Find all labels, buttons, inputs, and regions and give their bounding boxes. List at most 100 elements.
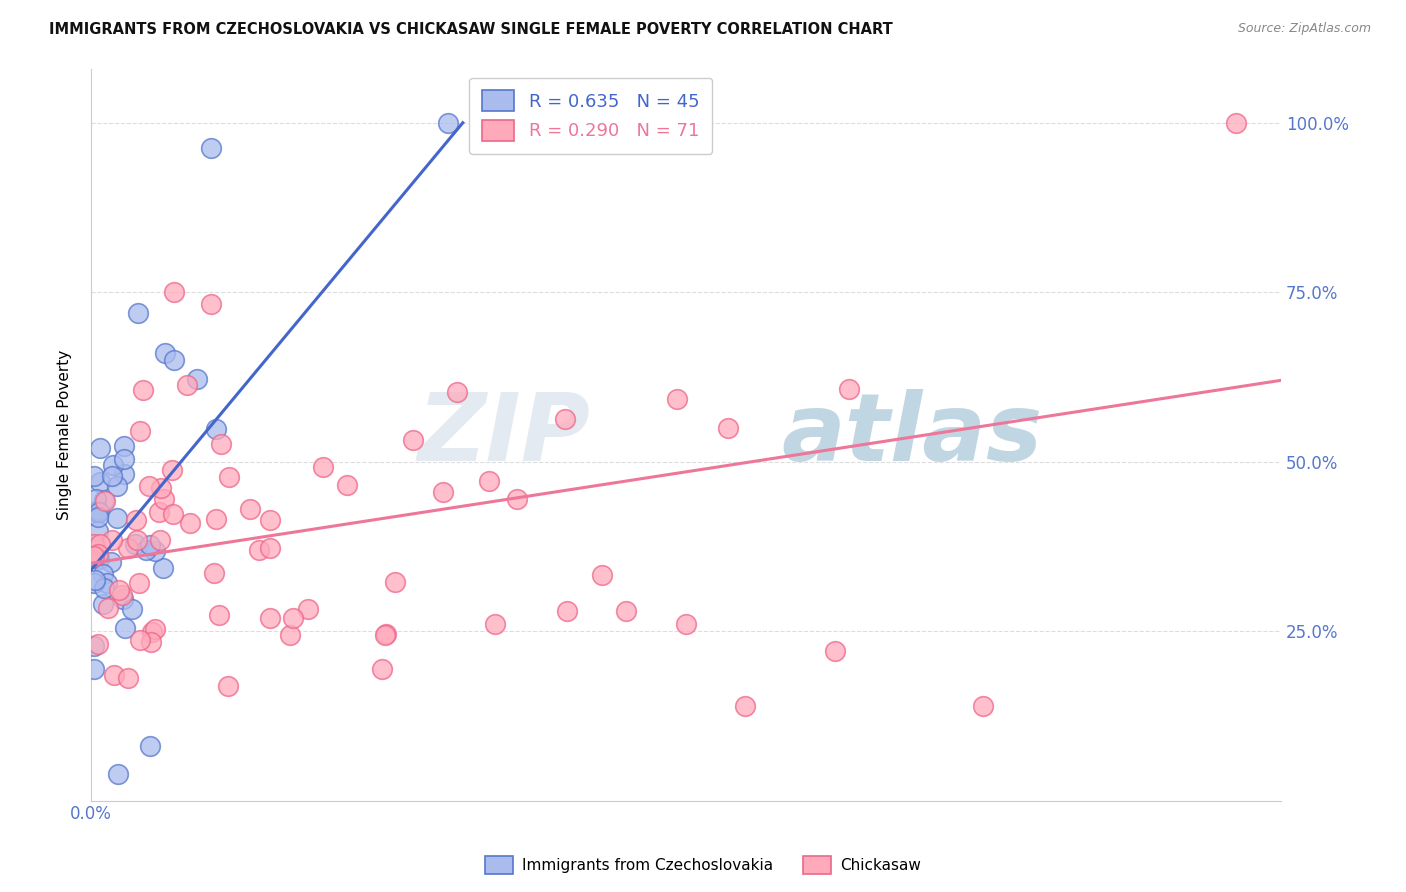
Point bbox=[87, 547, 110, 561]
Point bbox=[281, 610, 304, 624]
Point bbox=[86, 505, 108, 519]
Point bbox=[155, 346, 177, 360]
Point bbox=[128, 576, 150, 591]
Point bbox=[506, 492, 529, 507]
Point bbox=[176, 378, 198, 392]
Point bbox=[312, 460, 335, 475]
Point bbox=[89, 537, 111, 551]
Point bbox=[336, 477, 359, 491]
Point bbox=[139, 634, 162, 648]
Point bbox=[149, 533, 172, 547]
Point bbox=[105, 511, 128, 525]
Point bbox=[204, 512, 226, 526]
Point bbox=[478, 475, 501, 489]
Point bbox=[297, 602, 319, 616]
Point bbox=[103, 668, 125, 682]
Point bbox=[717, 421, 740, 435]
Point bbox=[131, 383, 153, 397]
Legend: R = 0.635   N = 45, R = 0.290   N = 71: R = 0.635 N = 45, R = 0.290 N = 71 bbox=[470, 78, 713, 153]
Point bbox=[100, 469, 122, 483]
Point bbox=[139, 538, 162, 552]
Point bbox=[162, 507, 184, 521]
Point bbox=[202, 566, 225, 580]
Point bbox=[446, 384, 468, 399]
Point bbox=[83, 639, 105, 653]
Point bbox=[259, 514, 281, 528]
Point bbox=[247, 543, 270, 558]
Point bbox=[374, 627, 396, 641]
Point bbox=[112, 452, 135, 467]
Point bbox=[87, 503, 110, 517]
Point bbox=[259, 541, 281, 555]
Point bbox=[665, 392, 688, 407]
Point bbox=[101, 458, 124, 473]
Point bbox=[484, 616, 506, 631]
Point bbox=[87, 524, 110, 538]
Point bbox=[86, 550, 108, 565]
Point bbox=[83, 574, 105, 588]
Point bbox=[97, 601, 120, 615]
Point bbox=[83, 549, 105, 564]
Point bbox=[148, 505, 170, 519]
Point bbox=[89, 552, 111, 566]
Point bbox=[591, 568, 613, 582]
Point bbox=[207, 607, 229, 622]
Point bbox=[163, 353, 186, 368]
Point bbox=[117, 541, 139, 555]
Point bbox=[100, 555, 122, 569]
Point bbox=[108, 583, 131, 598]
Point bbox=[278, 628, 301, 642]
Point bbox=[138, 479, 160, 493]
Point bbox=[125, 513, 148, 527]
Point bbox=[160, 463, 183, 477]
Point bbox=[111, 588, 134, 602]
Point bbox=[128, 424, 150, 438]
Point bbox=[211, 437, 233, 451]
Point bbox=[89, 475, 111, 489]
Point bbox=[83, 536, 105, 550]
Point bbox=[141, 624, 163, 639]
Point bbox=[86, 637, 108, 651]
Point bbox=[93, 492, 115, 507]
Point bbox=[432, 484, 454, 499]
Point bbox=[91, 597, 114, 611]
Point bbox=[124, 537, 146, 551]
Point bbox=[152, 561, 174, 575]
Point bbox=[89, 441, 111, 455]
Point bbox=[402, 433, 425, 447]
Point bbox=[186, 372, 208, 386]
Point bbox=[121, 602, 143, 616]
Point bbox=[374, 627, 396, 641]
Point bbox=[239, 502, 262, 516]
Point bbox=[94, 493, 117, 508]
Point bbox=[437, 116, 460, 130]
Point bbox=[114, 621, 136, 635]
Point bbox=[675, 617, 697, 632]
Point bbox=[370, 662, 392, 676]
Point bbox=[555, 604, 578, 618]
Point bbox=[129, 633, 152, 648]
Point bbox=[1225, 116, 1247, 130]
Point bbox=[824, 644, 846, 658]
Point bbox=[259, 611, 281, 625]
Point bbox=[93, 581, 115, 595]
Point bbox=[100, 533, 122, 548]
Point bbox=[143, 622, 166, 636]
Point bbox=[205, 422, 228, 436]
Point bbox=[107, 766, 129, 780]
Point bbox=[91, 566, 114, 581]
Point bbox=[384, 575, 406, 590]
Text: atlas: atlas bbox=[782, 389, 1042, 481]
Point bbox=[972, 698, 994, 713]
Text: IMMIGRANTS FROM CZECHOSLOVAKIA VS CHICKASAW SINGLE FEMALE POVERTY CORRELATION CH: IMMIGRANTS FROM CZECHOSLOVAKIA VS CHICKA… bbox=[49, 22, 893, 37]
Point bbox=[127, 306, 149, 320]
Text: ZIP: ZIP bbox=[418, 389, 591, 481]
Point bbox=[135, 543, 157, 558]
Point bbox=[117, 671, 139, 685]
Point bbox=[86, 510, 108, 524]
Point bbox=[83, 468, 105, 483]
Point bbox=[200, 297, 222, 311]
Point bbox=[83, 575, 105, 590]
Point bbox=[734, 698, 756, 713]
Y-axis label: Single Female Poverty: Single Female Poverty bbox=[58, 350, 72, 520]
